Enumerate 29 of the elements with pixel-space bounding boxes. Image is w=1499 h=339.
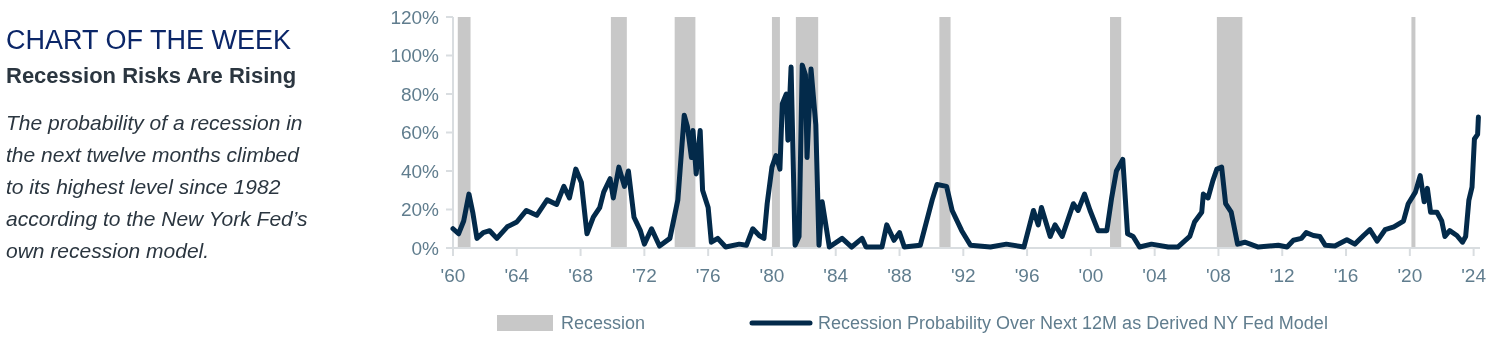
y-tick-label: 100% xyxy=(390,45,440,67)
y-tick-label: 60% xyxy=(400,122,440,144)
text: Recession Risks Are Rising xyxy=(6,63,297,88)
x-tick-label: '96 xyxy=(1014,265,1040,286)
x-tick-label: '12 xyxy=(1269,265,1295,286)
x-tick-label: '20 xyxy=(1397,265,1423,286)
x-tick-label: '60 xyxy=(440,265,466,286)
x-tick-label: '84 xyxy=(823,265,849,286)
y-tick-label: 20% xyxy=(400,199,440,221)
x-tick-label: '08 xyxy=(1206,265,1231,286)
x-tick-label: '16 xyxy=(1333,265,1359,286)
x-tick-label: '24 xyxy=(1461,265,1487,286)
y-tick-label: 80% xyxy=(400,83,440,105)
legend-label: Recession xyxy=(561,313,646,333)
legend-label: Recession Probability Over Next 12M as Derived NY Fed Model xyxy=(818,313,1328,333)
y-tick-label: 0% xyxy=(411,237,440,259)
x-tick-label: '88 xyxy=(887,265,912,286)
text: CHART OF THE WEEK xyxy=(6,25,292,55)
x-tick-label: '80 xyxy=(759,265,785,286)
y-tick-label: 120% xyxy=(390,6,440,28)
x-tick-label: '76 xyxy=(695,265,721,286)
text: The probability of a recession in the next twelve months climbed to its highest level since 1982 according to the New York Fed’s own recession model. xyxy=(6,111,309,262)
x-tick-label: '68 xyxy=(568,265,593,286)
x-tick-label: '72 xyxy=(631,265,657,286)
x-tick-label: '04 xyxy=(1142,265,1168,286)
y-tick-label: 40% xyxy=(400,160,440,182)
x-tick-label: '64 xyxy=(504,265,530,286)
x-tick-label: '00 xyxy=(1078,265,1104,286)
x-tick-label: '92 xyxy=(950,265,976,286)
